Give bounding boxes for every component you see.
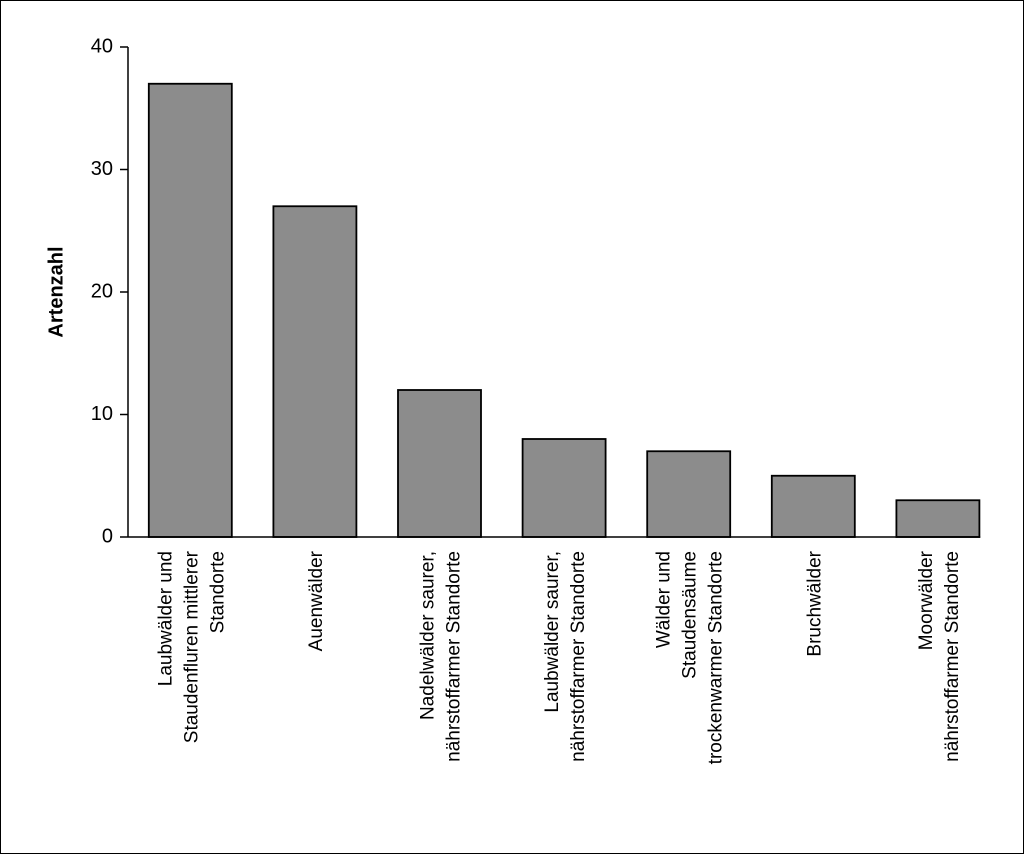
x-tick-label-line: trockenwarmer Standorte — [706, 551, 727, 764]
x-tick-label-line: Nadelwälder saurer, — [418, 551, 439, 720]
x-tick-label-line: Bruchwälder — [804, 550, 825, 656]
x-tick-label-line: nährstoffarmer Standorte — [568, 551, 589, 762]
x-tick-label-line: Wälder und — [654, 551, 675, 648]
y-tick-label: 0 — [102, 525, 113, 547]
x-tick-label: Laubwälder und Staudenfluren mittlerer Sta… — [155, 550, 228, 743]
bar — [895, 499, 981, 538]
x-tick-label-line: Staudensäume — [680, 551, 701, 679]
bar — [521, 438, 607, 538]
bar — [397, 389, 482, 538]
bar — [646, 450, 732, 538]
bar — [272, 205, 358, 538]
y-tick-label: 10 — [91, 403, 113, 425]
x-tick-label-line: Moorwälder — [916, 550, 937, 650]
x-tick-label: Nadelwälder saurer, nährstoffarmer Stando… — [418, 551, 465, 762]
x-tick-label-line: Laubwälder und — [155, 551, 176, 686]
bar — [147, 82, 233, 538]
x-tick-label: Bruchwälder — [804, 550, 825, 656]
x-tick-label-line: Auenwälder — [306, 550, 327, 651]
plot-area: 0 10 20 30 40 Laubwälder und Staudenfluren mit… — [91, 35, 981, 764]
x-tick-label-line: nährstoffarmer Standorte — [942, 551, 963, 762]
y-tick-label: 30 — [91, 158, 113, 180]
y-axis-label: Artenzahl — [45, 246, 67, 337]
x-tick-label-line: Laubwälder saurer, — [542, 551, 563, 713]
x-tick-label-line: Standorte — [207, 551, 228, 633]
x-tick-label-line: nährstoffarmer Standorte — [444, 551, 465, 762]
x-tick-label: Auenwälder — [306, 550, 327, 651]
y-tick-label: 20 — [91, 280, 113, 302]
x-tick-label: Moorwälder nährstoffarmer Standorte — [916, 550, 963, 762]
bar — [770, 474, 856, 538]
y-tick-label: 40 — [91, 35, 113, 57]
x-tick-label-line: Staudenfluren mittlerer — [181, 550, 202, 743]
x-tick-label: Laubwälder saurer, nährstoffarmer Standor… — [542, 551, 589, 762]
x-tick-label: Wälder und Staudensäume trockenwarmer Stan… — [654, 551, 727, 764]
